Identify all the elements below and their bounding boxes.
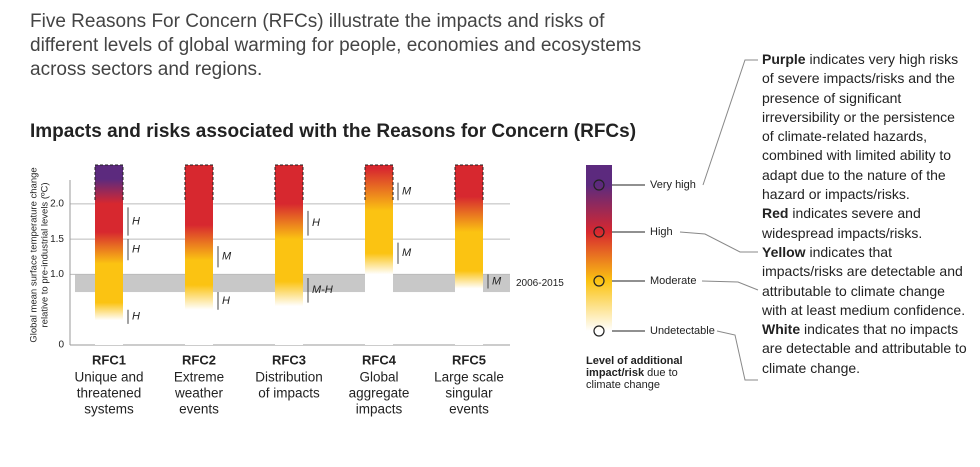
rfc-bar	[275, 165, 303, 345]
confidence-label: M	[402, 247, 412, 259]
y-axis-label: Global mean surface temperature change	[29, 167, 40, 342]
rfc-name: Extreme	[174, 370, 224, 385]
legend-label: Moderate	[650, 275, 696, 287]
intro: Five Reasons For Concern (RFCs) illustra…	[30, 10, 641, 82]
y-axis-label: relative to pre-industrial levels (ºC)	[40, 183, 51, 328]
rfc-name: events	[449, 402, 489, 417]
rfc-code: RFC5	[452, 352, 486, 367]
connector	[701, 280, 759, 291]
intro-line: different levels of global warming for p…	[30, 35, 642, 56]
confidence-label: H	[132, 244, 140, 256]
rfc-bar	[95, 165, 123, 345]
rfc-code: RFC3	[272, 352, 306, 367]
connector	[716, 330, 758, 381]
confidence-label: M-H	[312, 284, 333, 296]
y-tick-label: 0	[58, 340, 64, 351]
bar-outline	[94, 164, 124, 200]
y-tick-label: 2.0	[50, 198, 64, 209]
confidence-label: M	[492, 275, 502, 287]
intro-line: across sectors and regions.	[30, 59, 263, 80]
legend-label: High	[650, 226, 673, 238]
y-tick-label: 1.0	[50, 269, 64, 280]
confidence-label: H	[132, 311, 140, 323]
legend-marker	[593, 179, 605, 191]
rfc-name: of impacts	[258, 386, 320, 401]
bar-outline	[184, 164, 214, 200]
rfc-code: RFC2	[182, 352, 216, 367]
intro-line: Five Reasons For Concern (RFCs) illustra…	[30, 11, 605, 32]
note-keyword: Purple	[762, 51, 806, 67]
rfc-bar	[455, 165, 483, 345]
note-text: indicates severe and widespread impacts/…	[762, 205, 923, 241]
connector	[702, 59, 758, 186]
legend-caption: Level of additional impact/risk due to c…	[586, 355, 696, 391]
rfc-name: aggregate	[349, 386, 410, 401]
rfc-name: systems	[84, 402, 134, 417]
rfc-name: Global	[359, 370, 398, 385]
legend-marker	[593, 325, 605, 337]
rfc-code: RFC1	[92, 352, 126, 367]
notes: Purple indicates very high risks of seve…	[762, 50, 967, 378]
note: Red indicates severe and widespread impa…	[762, 204, 967, 243]
note-keyword: Yellow	[762, 243, 806, 260]
confidence-label: H	[132, 215, 140, 227]
legend-marker	[593, 226, 605, 238]
rfc-name: events	[179, 402, 219, 417]
rfc-bar	[365, 165, 393, 345]
note-text: indicates that impacts/risks are detecta…	[762, 243, 966, 318]
y-tick-label: 1.5	[50, 234, 64, 245]
rfc-code: RFC4	[362, 352, 397, 367]
note: White indicates that no impacts are dete…	[762, 320, 967, 378]
confidence-label: M	[402, 185, 412, 197]
note-keyword: Red	[762, 205, 789, 222]
caption-bold: Level of additional impact/risk	[586, 355, 683, 379]
legend-marker	[593, 275, 605, 287]
rfc-name: impacts	[356, 402, 403, 417]
chart-title: Impacts and risks associated with the Re…	[30, 121, 636, 142]
bar-outline	[364, 164, 394, 200]
rfc-name: threatened	[77, 386, 142, 401]
legend-label: Very high	[650, 179, 696, 191]
rfc-name: Distribution	[255, 370, 323, 385]
confidence-label: M	[222, 251, 232, 263]
band-label: 2006-2015	[516, 278, 564, 289]
legend-bar	[586, 165, 612, 345]
bar-outline	[274, 164, 304, 200]
rfc-name: Large scale	[434, 370, 504, 385]
note-keyword: White	[762, 321, 801, 338]
legend-label: Undetectable	[650, 325, 715, 337]
rfc-name: weather	[174, 386, 224, 401]
bar-outline	[454, 164, 484, 200]
rfc-name: singular	[445, 386, 493, 401]
connector	[679, 231, 758, 253]
caption-text: due to climate change	[586, 367, 678, 391]
note: Yellow indicates that impacts/risks are …	[762, 243, 967, 320]
confidence-label: H	[222, 295, 230, 307]
rfc-bar	[185, 165, 213, 345]
note: Purple indicates very high risks of seve…	[762, 50, 967, 204]
note-text: indicates very high risks of severe impa…	[762, 51, 959, 203]
confidence-label: H	[312, 217, 320, 229]
note-text: indicates that no impacts are detectable…	[762, 321, 967, 376]
rfc-name: Unique and	[74, 370, 143, 385]
